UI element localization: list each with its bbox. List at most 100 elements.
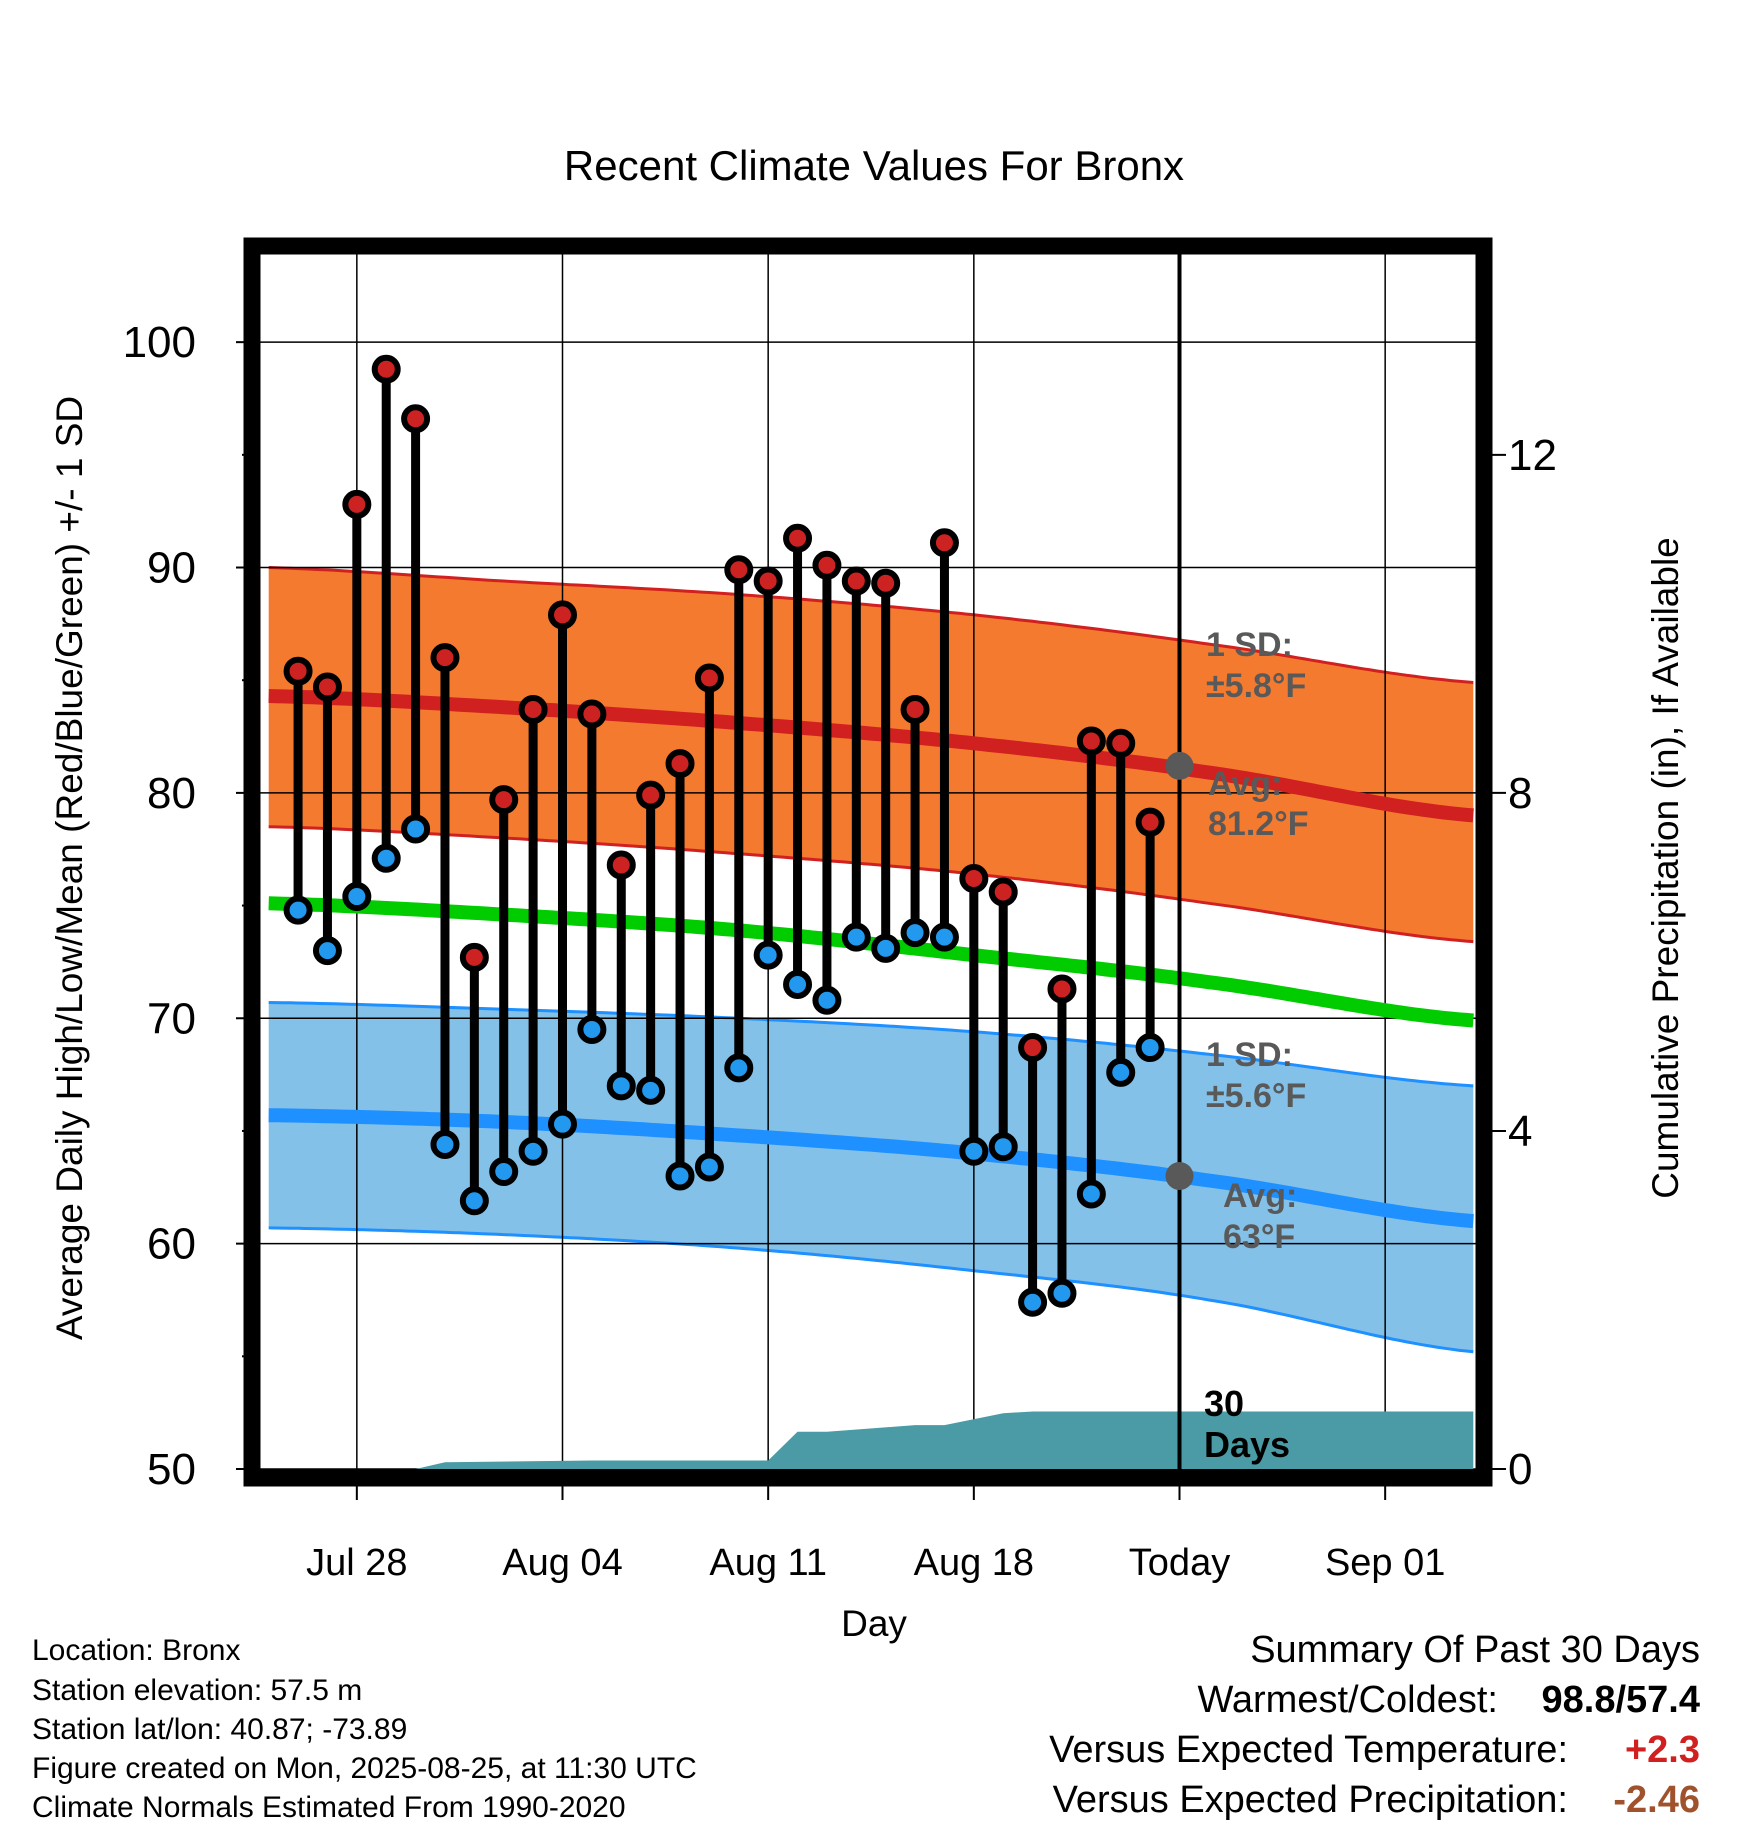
daily-low-point: [665, 1161, 695, 1191]
summary-precip-label: Versus Expected Precipitation:: [1053, 1779, 1568, 1821]
daily-low-point: [929, 922, 959, 952]
daily-low-point: [841, 922, 871, 952]
x-axis: Jul 28 Aug 04 Aug 11 Aug 18 Today Sep 01: [306, 1478, 1445, 1584]
daily-high-point: [1047, 974, 1077, 1004]
daily-high-point: [900, 695, 930, 725]
daily-high-point: [342, 489, 372, 519]
chart-title: Recent Climate Values For Bronx: [564, 142, 1184, 189]
daily-low-point: [312, 936, 342, 966]
annotation-high-avg-label: Avg:: [1208, 765, 1282, 803]
y-tick-label: 50: [147, 1445, 196, 1494]
daily-low-point: [753, 940, 783, 970]
low-sd-upper-line: [268, 1001, 1474, 1088]
axes: 50 60 70 80 90 100 0 4 8 12 Jul 28 Aug 04 Aug 11 Aug …: [123, 237, 1557, 1584]
y2-tick-label: 4: [1508, 1107, 1532, 1156]
summary-warm-cold-values: 98.8/57.4: [1542, 1679, 1701, 1721]
summary-coldest: 57.4: [1626, 1679, 1700, 1721]
daily-low-point: [577, 1015, 607, 1045]
daily-low-point: [724, 1053, 754, 1083]
high-sd-lower-line: [268, 825, 1474, 944]
daily-low-point: [606, 1071, 636, 1101]
y-tick-label: 70: [147, 994, 196, 1043]
daily-high-point: [577, 699, 607, 729]
x-tick-label: Today: [1129, 1542, 1230, 1584]
annotation-window-days: Days: [1204, 1424, 1290, 1465]
plot-frame: [243, 237, 1493, 1487]
footer-location: Location: Bronx: [32, 1634, 240, 1667]
y2-tick-label: 12: [1508, 431, 1557, 480]
daily-high-point: [518, 695, 548, 725]
normal-mean-line: [268, 896, 1474, 1028]
daily-high-point: [1135, 807, 1165, 837]
daily-low-point: [1135, 1033, 1165, 1063]
high-sd-upper-line: [268, 566, 1474, 684]
x-tick-label: Aug 04: [502, 1542, 622, 1584]
y2-axis-label: Cumulative Precipitation (in), If Availa…: [1645, 537, 1686, 1199]
daily-high-point: [841, 566, 871, 596]
daily-low-point: [459, 1186, 489, 1216]
daily-high-point: [1106, 728, 1136, 758]
footer-elevation: Station elevation: 57.5 m: [32, 1674, 362, 1707]
daily-low-point: [1076, 1179, 1106, 1209]
summary-precip-value: -2.46: [1613, 1779, 1700, 1821]
grid-lines: [252, 246, 1484, 1478]
y-axis-left: 50 60 70 80 90 100: [123, 318, 252, 1494]
daily-low-point: [1106, 1057, 1136, 1087]
daily-high-point: [665, 749, 695, 779]
daily-low-point: [401, 814, 431, 844]
annotation-low-avg-label: Avg:: [1223, 1177, 1297, 1215]
daily-low-point: [371, 843, 401, 873]
daily-high-point: [636, 780, 666, 810]
y-tick-label: 100: [123, 318, 196, 367]
y-axis-right: 0 4 8 12: [1484, 431, 1557, 1494]
daily-high-point: [312, 672, 342, 702]
annotation-low-sd-value: ±5.6°F: [1206, 1077, 1306, 1115]
x-axis-label: Day: [841, 1603, 907, 1644]
x-tick-label: Aug 11: [709, 1542, 827, 1584]
daily-high-point: [871, 568, 901, 598]
daily-low-point: [518, 1136, 548, 1166]
daily-high-point: [753, 566, 783, 596]
y2-tick-label: 0: [1508, 1445, 1532, 1494]
summary-warmest: 98.8: [1542, 1679, 1616, 1721]
daily-high-point: [1076, 726, 1106, 756]
footer-latlon: Station lat/lon: 40.87; -73.89: [32, 1713, 407, 1746]
daily-low-point: [430, 1129, 460, 1159]
daily-low-point: [548, 1109, 577, 1139]
precip-area: [268, 1411, 1474, 1469]
today-high-avg-marker: [1165, 751, 1194, 780]
y-tick-label: 60: [147, 1220, 196, 1269]
annotation-high-sd-label: 1 SD:: [1206, 626, 1293, 664]
low-sd-band: [268, 1002, 1474, 1352]
y2-tick-label: 8: [1508, 769, 1532, 818]
daily-high-point: [283, 656, 313, 686]
annotation-high-avg-value: 81.2°F: [1208, 805, 1309, 843]
daily-high-point: [988, 877, 1018, 907]
y-tick-label: 80: [147, 769, 196, 818]
daily-high-point: [694, 663, 724, 693]
x-tick-label: Jul 28: [306, 1542, 407, 1584]
daily-high-point: [459, 942, 489, 972]
daily-high-point: [929, 528, 959, 558]
annotation-window-number: 30: [1204, 1383, 1244, 1424]
summary-separator: /: [1615, 1679, 1626, 1721]
daily-high-point: [606, 850, 636, 880]
annotation-low-sd-label: 1 SD:: [1206, 1036, 1293, 1074]
daily-low-point: [988, 1132, 1018, 1162]
daily-low-point: [694, 1152, 724, 1182]
low-sd-lower-line: [268, 1226, 1474, 1354]
footer-info: Location: Bronx Station elevation: 57.5 …: [32, 1634, 697, 1824]
daily-low-point: [1047, 1278, 1077, 1308]
daily-low-point: [812, 985, 842, 1015]
daily-high-point: [430, 643, 460, 673]
x-tick-label: Sep 01: [1325, 1542, 1445, 1584]
daily-high-point: [401, 404, 431, 434]
summary-title: Summary Of Past 30 Days: [1250, 1629, 1700, 1671]
daily-high-point: [1018, 1033, 1048, 1063]
summary-temp-value: +2.3: [1625, 1729, 1700, 1771]
daily-high-point: [783, 523, 813, 553]
